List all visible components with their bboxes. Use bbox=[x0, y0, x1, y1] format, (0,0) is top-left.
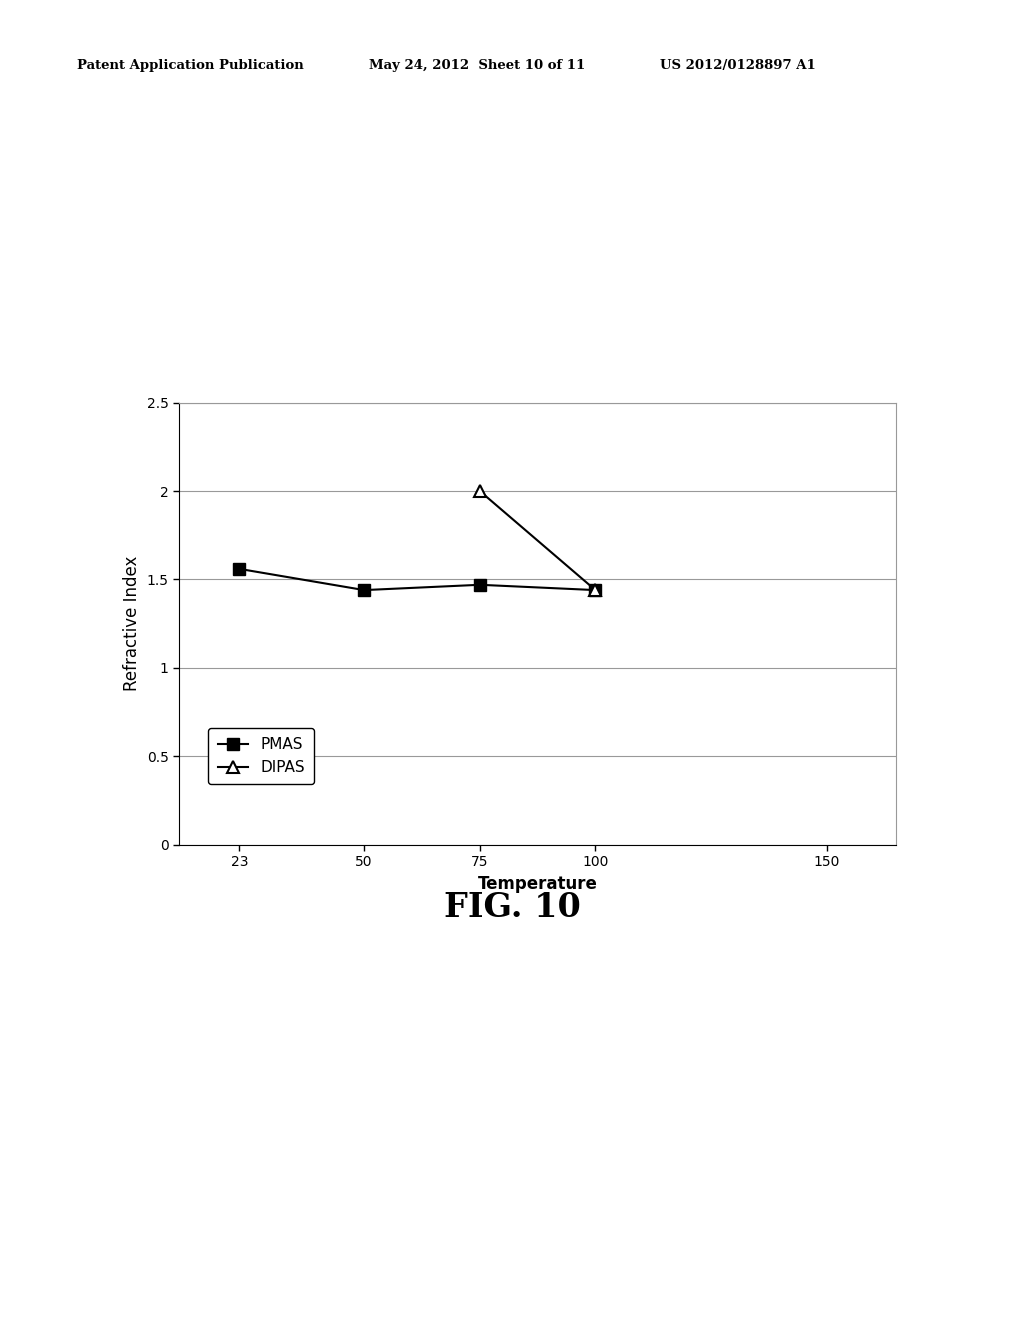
PMAS bbox=[589, 582, 601, 598]
PMAS bbox=[358, 582, 371, 598]
DIPAS bbox=[474, 483, 486, 499]
PMAS bbox=[233, 561, 246, 577]
Line: PMAS: PMAS bbox=[233, 564, 601, 595]
X-axis label: Temperature: Temperature bbox=[477, 875, 598, 892]
Text: Patent Application Publication: Patent Application Publication bbox=[77, 59, 303, 73]
Y-axis label: Refractive Index: Refractive Index bbox=[123, 556, 141, 692]
Legend: PMAS, DIPAS: PMAS, DIPAS bbox=[208, 729, 314, 784]
Text: FIG. 10: FIG. 10 bbox=[443, 891, 581, 924]
Text: US 2012/0128897 A1: US 2012/0128897 A1 bbox=[660, 59, 816, 73]
Text: May 24, 2012  Sheet 10 of 11: May 24, 2012 Sheet 10 of 11 bbox=[369, 59, 585, 73]
DIPAS bbox=[589, 582, 601, 598]
Line: DIPAS: DIPAS bbox=[473, 484, 602, 597]
PMAS bbox=[474, 577, 486, 593]
